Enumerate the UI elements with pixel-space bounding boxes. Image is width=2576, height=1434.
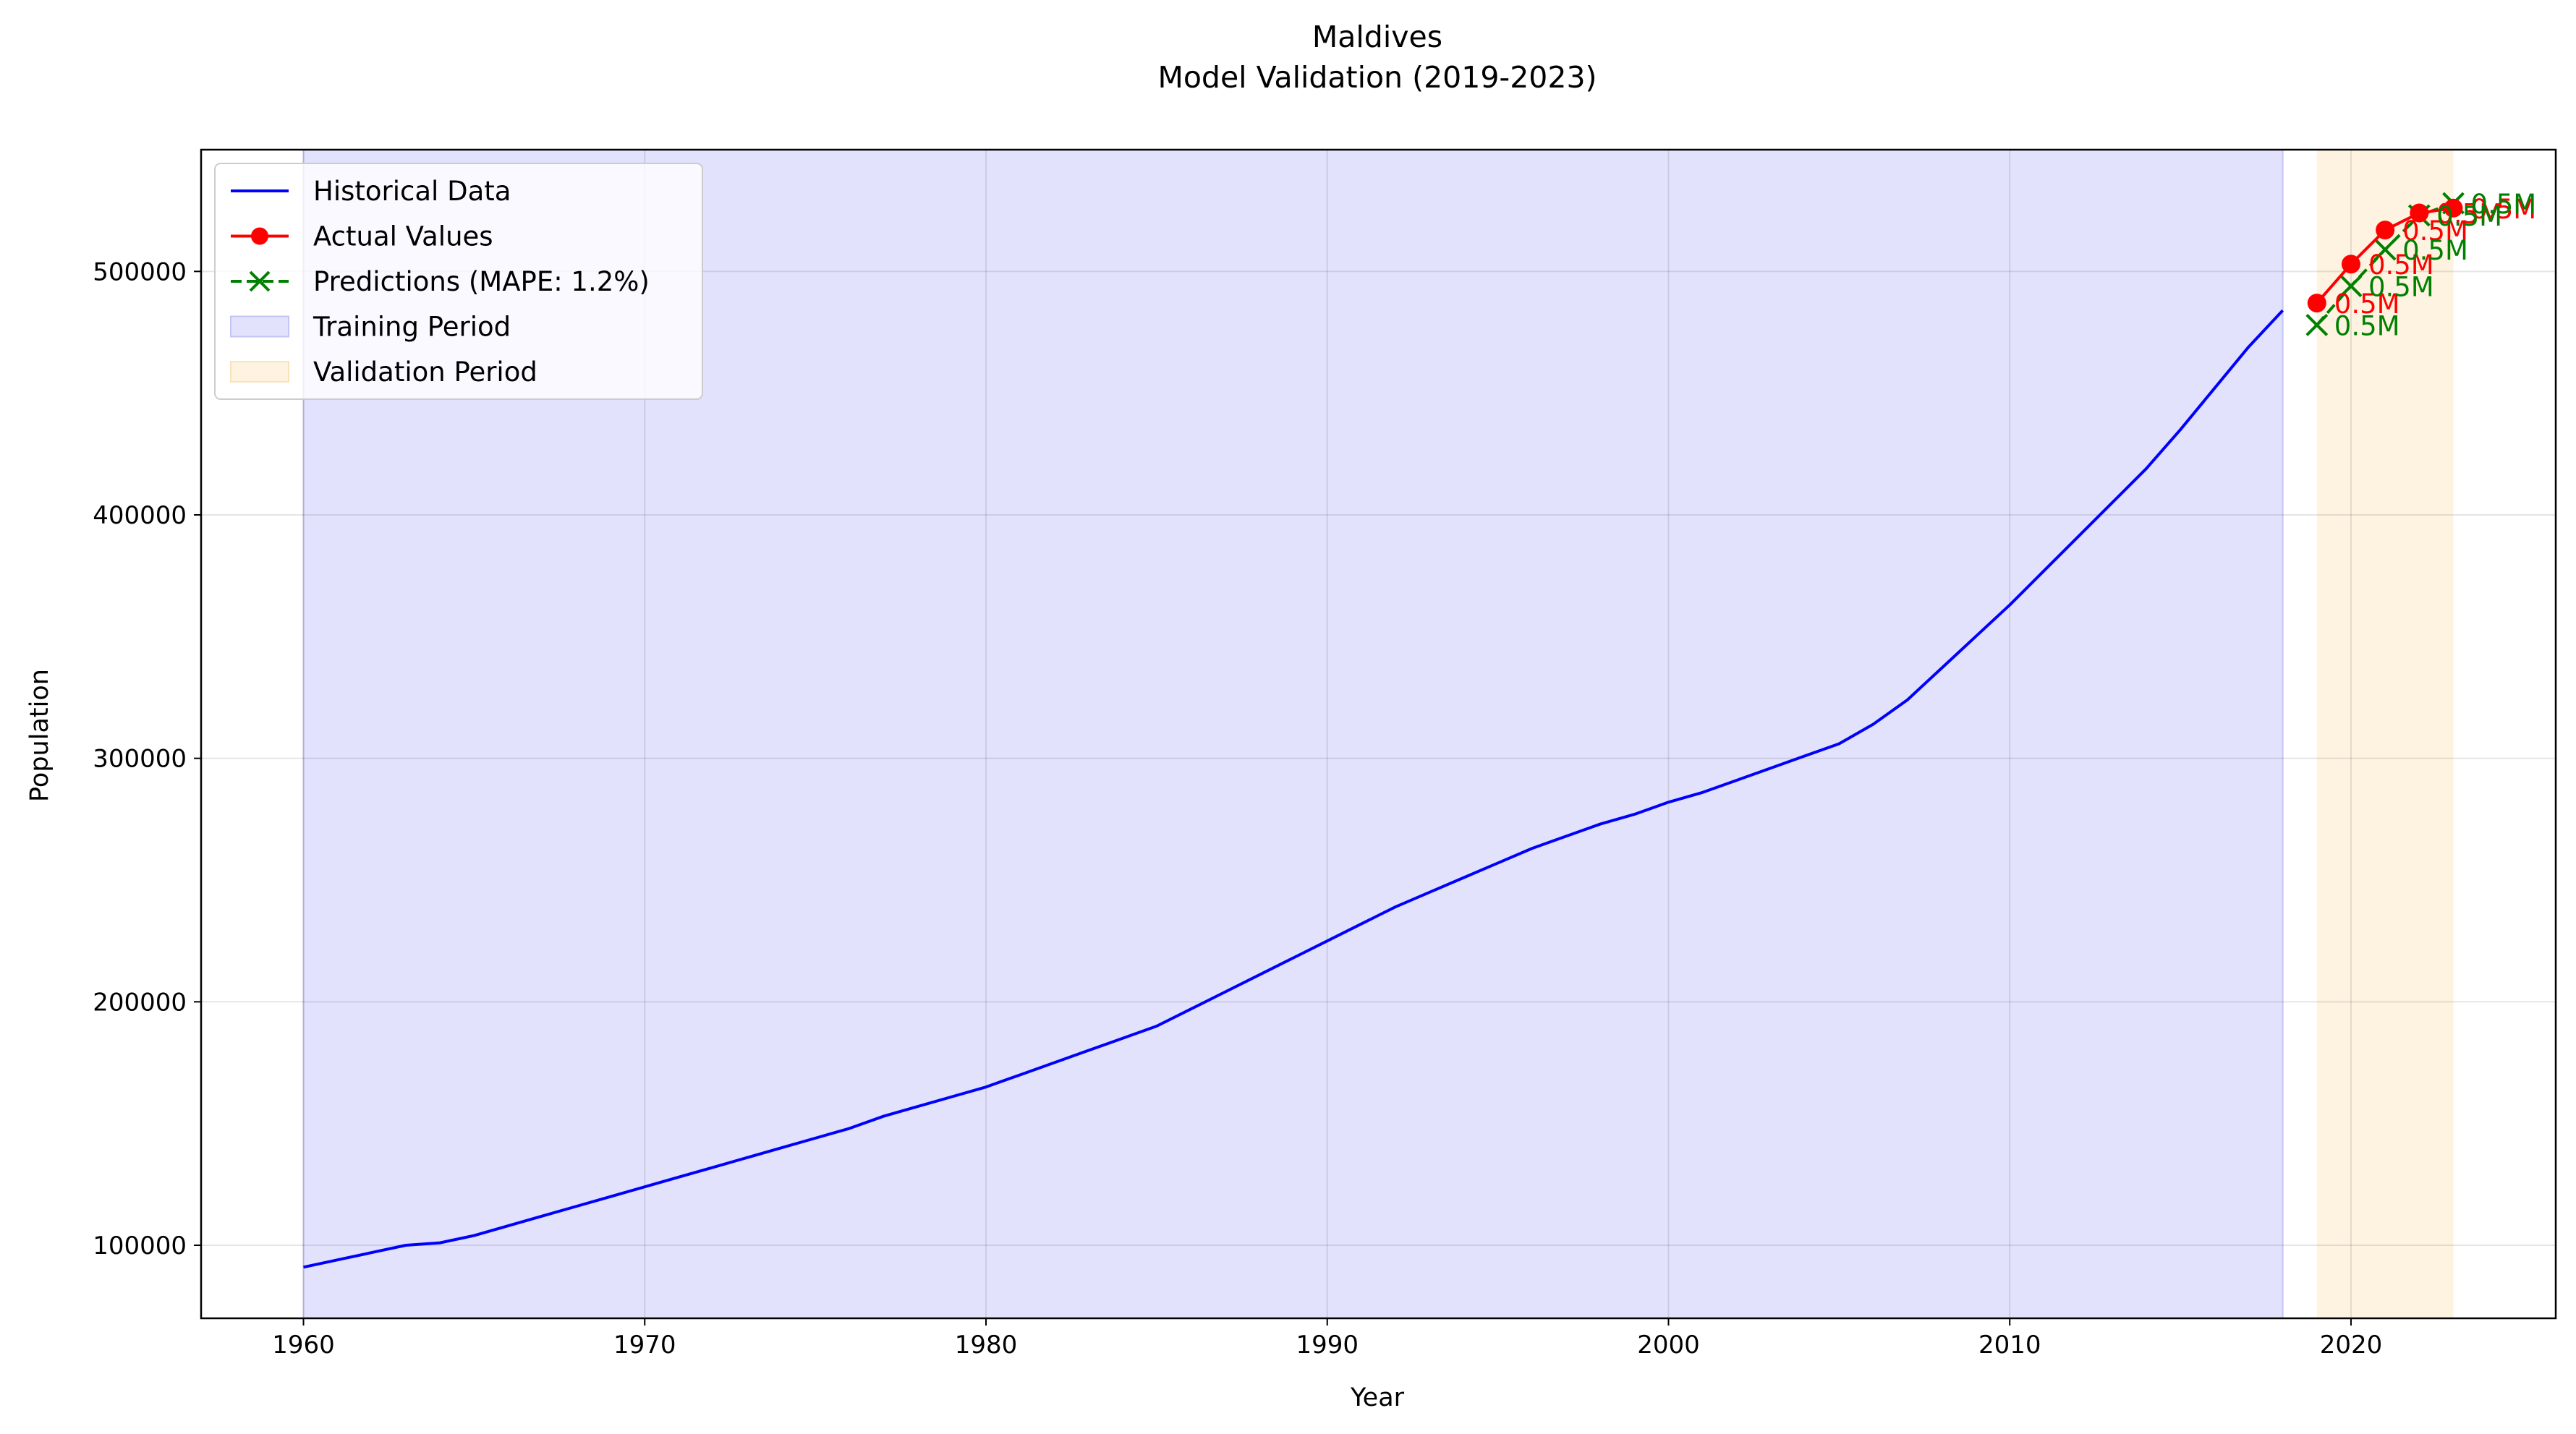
- x-tick-label: 1990: [1296, 1331, 1359, 1360]
- x-tick-label: 1960: [272, 1331, 335, 1360]
- actual-value-annotation: 0.5M: [2402, 215, 2468, 247]
- predicted-value-annotation: 0.5M: [2436, 201, 2502, 232]
- x-tick-label: 2020: [2320, 1331, 2383, 1360]
- legend-actual-marker: [251, 227, 268, 245]
- predicted-value-annotation: 0.5M: [2402, 235, 2468, 266]
- y-tick-label: 500000: [93, 257, 187, 286]
- legend-label: Predictions (MAPE: 1.2%): [313, 266, 650, 297]
- prediction-point: [2339, 275, 2363, 297]
- x-axis-label: Year: [1350, 1383, 1405, 1412]
- legend: Historical Data Actual Values Predictions …: [214, 163, 703, 400]
- x-tick-label: 1970: [613, 1331, 676, 1360]
- actual-point: [2341, 255, 2360, 274]
- y-tick-label: 400000: [93, 501, 187, 530]
- y-tick-label: 200000: [93, 988, 187, 1017]
- x-tick-label: 2010: [1978, 1331, 2041, 1360]
- x-marker-stroke: [249, 270, 271, 292]
- legend-predictions-marker: [249, 270, 271, 292]
- x-tick-label: 2000: [1637, 1331, 1700, 1360]
- prediction-point: [2373, 238, 2397, 261]
- actual-value-annotation: 0.5M: [2470, 194, 2536, 225]
- actual-point: [2444, 198, 2463, 218]
- actual-point: [2410, 203, 2429, 223]
- actual-point: [2376, 221, 2395, 240]
- x-marker-stroke: [2373, 238, 2397, 261]
- actual-value-annotation: 0.5M: [2436, 199, 2502, 230]
- predicted-value-annotation: 0.5M: [2470, 189, 2536, 220]
- validation-period-span: [2316, 150, 2454, 1318]
- y-tick-label: 100000: [93, 1232, 187, 1260]
- legend-label: Validation Period: [313, 357, 537, 388]
- legend-label: Training Period: [313, 312, 511, 343]
- legend-label: Historical Data: [313, 176, 511, 207]
- legend-patch: [230, 315, 289, 338]
- predicted-value-annotation: 0.5M: [2334, 310, 2400, 341]
- x-tick-label: 1980: [955, 1331, 1018, 1360]
- actual-point: [2307, 294, 2326, 313]
- x-marker-stroke: [2339, 275, 2363, 297]
- y-tick-label: 300000: [93, 745, 187, 774]
- axes-frame: [200, 148, 2557, 1320]
- legend-label: Actual Values: [313, 221, 493, 252]
- historical-data-line: [303, 309, 2284, 1269]
- chart-subtitle: Model Validation (2019-2023): [1157, 60, 1597, 95]
- predicted-value-annotation: 0.5M: [2368, 272, 2434, 303]
- y-axis-label: Population: [25, 669, 54, 802]
- actual-value-annotation: 0.5M: [2334, 289, 2400, 320]
- legend-box: [214, 163, 703, 400]
- chart-title: Maldives: [1312, 20, 1442, 54]
- legend-patch: [230, 361, 289, 383]
- x-marker-stroke: [2305, 313, 2329, 336]
- actual-value-annotation: 0.5M: [2368, 249, 2434, 281]
- prediction-point: [2305, 313, 2329, 336]
